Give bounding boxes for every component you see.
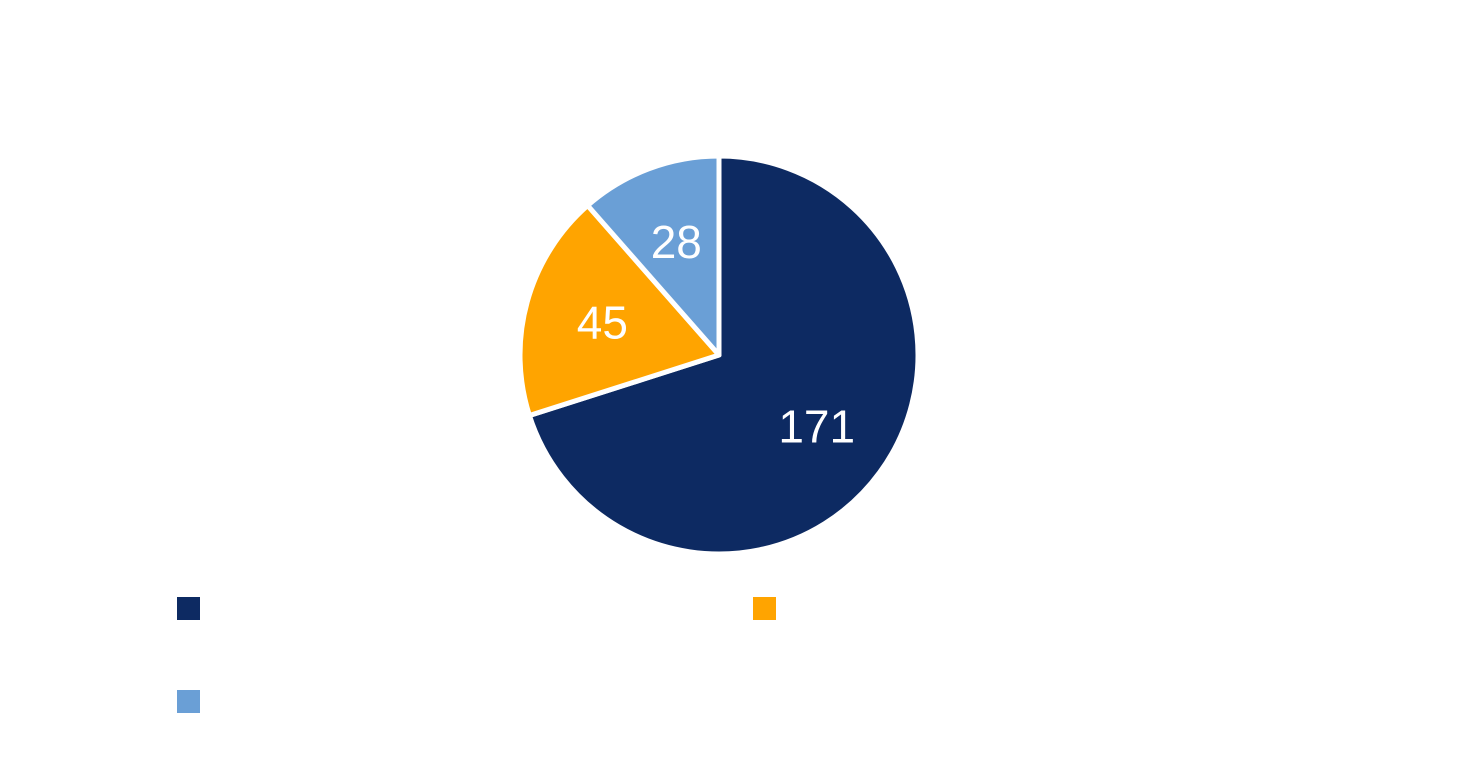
legend-swatch-series-1 <box>177 596 200 620</box>
legend-swatch-series-3 <box>177 689 200 713</box>
pie-data-label-1: 171 <box>778 400 855 452</box>
pie-data-label-3: 28 <box>651 216 702 268</box>
pie-slice-1 <box>526 153 921 557</box>
pie-data-label-2: 45 <box>577 297 628 349</box>
legend-item-series-3 <box>177 689 212 713</box>
pie-slices <box>517 153 921 557</box>
legend-item-series-1 <box>177 596 212 620</box>
pie-slice-3 <box>585 153 722 358</box>
pie-slice-2 <box>517 203 722 419</box>
legend-swatch-series-2 <box>753 596 776 620</box>
legend-item-series-2 <box>753 596 788 620</box>
pie-data-labels: 171 45 28 <box>577 216 855 453</box>
